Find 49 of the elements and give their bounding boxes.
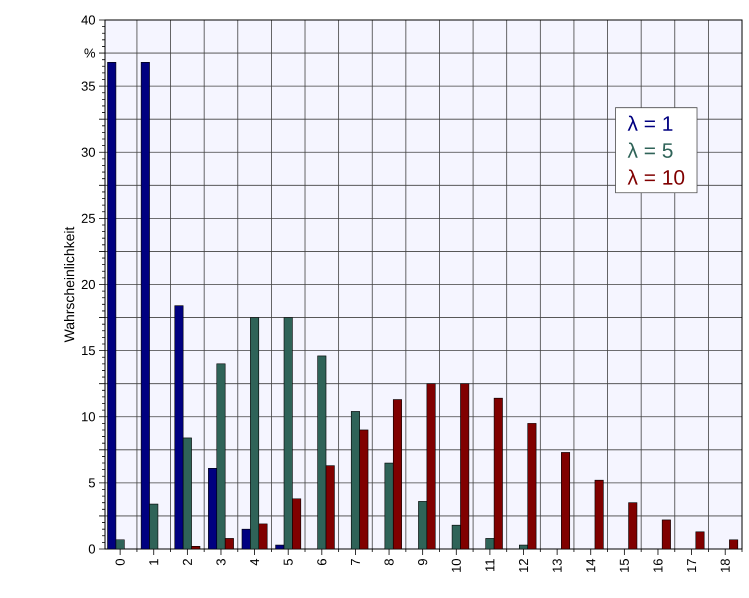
y-tick-label: 20 <box>82 280 95 290</box>
bar <box>426 383 436 549</box>
x-tick-label: 16 <box>653 559 663 572</box>
y-tick-label: 35 <box>82 82 95 91</box>
bar <box>208 468 218 549</box>
x-tick-label: 7 <box>350 559 360 566</box>
bar <box>486 538 494 549</box>
bar <box>662 520 671 549</box>
x-tick-label: 17 <box>687 559 696 572</box>
x-tick-label: 2 <box>182 559 192 566</box>
y-tick-label: 0 <box>88 544 96 554</box>
y-tick-label: 10 <box>82 412 95 422</box>
bar <box>250 317 260 549</box>
x-tick-label: 9 <box>418 559 428 566</box>
text: λ = 10 <box>628 169 684 185</box>
bar <box>292 498 302 549</box>
bar <box>216 364 226 549</box>
x-tick-label: 6 <box>317 559 326 566</box>
y-tick-label: 5 <box>88 478 95 488</box>
y-axis-title: Wahrscheinlichkeit <box>64 226 74 342</box>
bar <box>350 411 360 549</box>
y-tick-label: 15 <box>82 346 95 356</box>
bar <box>384 462 394 549</box>
x-tick-label: 18 <box>720 559 730 572</box>
text: λ = 5 <box>628 142 673 158</box>
x-tick-label: 11 <box>485 559 494 571</box>
x-tick-label: 4 <box>250 558 260 566</box>
x-tick-label: 8 <box>384 559 394 566</box>
bar <box>258 524 268 549</box>
y-tick-label: 40 <box>81 15 95 25</box>
y-tick-label: 30 <box>82 148 95 157</box>
x-tick-label: 10 <box>452 559 461 572</box>
x-tick-label: 0 <box>116 559 125 566</box>
x-tick-label: 13 <box>552 559 562 572</box>
x-tick-label: 5 <box>284 559 293 566</box>
bar <box>561 452 570 549</box>
x-tick-label: 1 <box>149 559 158 565</box>
x-tick-label: 15 <box>620 559 629 572</box>
x-tick-label: 14 <box>586 558 596 572</box>
x-tick-label: 3 <box>216 559 226 566</box>
y-tick-label: 25 <box>82 214 95 223</box>
y-tick-label: % <box>84 48 96 58</box>
bar <box>695 532 704 549</box>
bar <box>527 423 536 549</box>
bar <box>225 538 234 549</box>
bar <box>174 305 184 549</box>
bar <box>392 399 402 549</box>
text: λ = 1 <box>628 116 672 131</box>
x-tick-label: 12 <box>518 559 528 572</box>
